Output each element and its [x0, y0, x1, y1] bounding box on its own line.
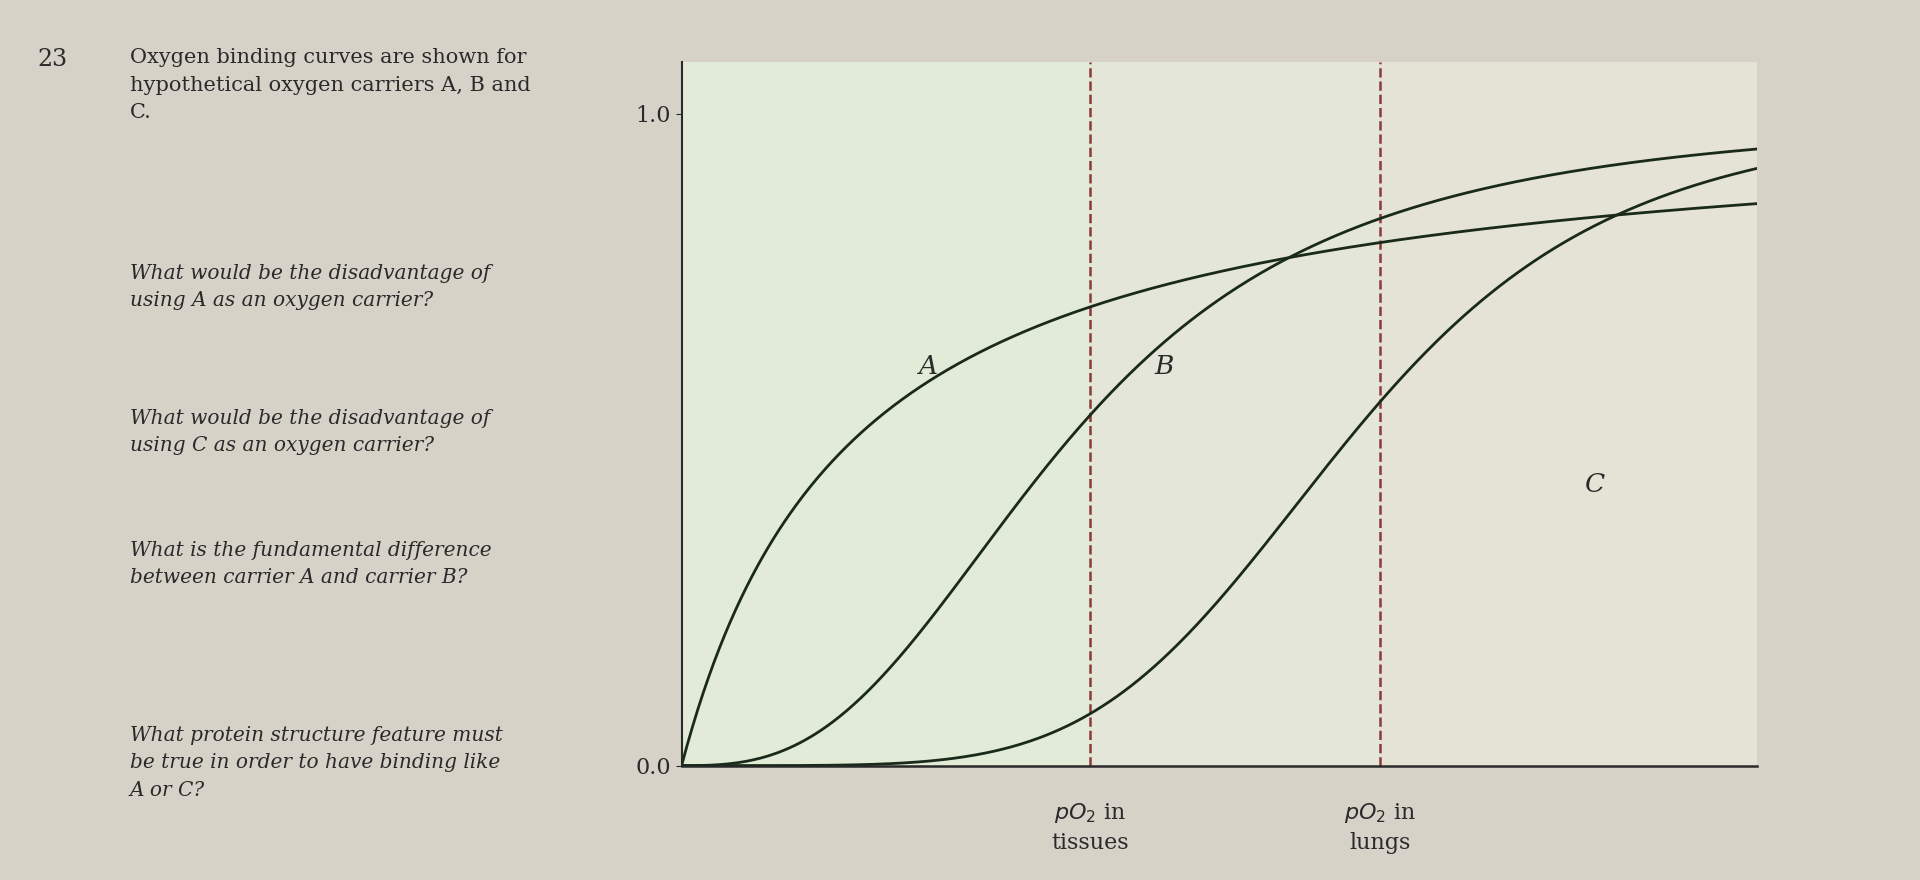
- Text: C: C: [1584, 472, 1605, 497]
- Text: What would be the disadvantage of
using A as an oxygen carrier?: What would be the disadvantage of using …: [129, 264, 490, 311]
- Text: What protein structure feature must
be true in order to have binding like
A or C: What protein structure feature must be t…: [129, 726, 503, 800]
- Text: $pO_2$ in
lungs: $pO_2$ in lungs: [1344, 801, 1417, 854]
- Text: What would be the disadvantage of
using C as an oxygen carrier?: What would be the disadvantage of using …: [129, 409, 490, 456]
- Text: $pO_2$ in
tissues: $pO_2$ in tissues: [1052, 801, 1129, 854]
- Text: Oxygen binding curves are shown for
hypothetical oxygen carriers A, B and
C.: Oxygen binding curves are shown for hypo…: [129, 48, 530, 122]
- Text: 23: 23: [38, 48, 67, 71]
- Text: A: A: [918, 355, 937, 379]
- Text: What is the fundamental difference
between carrier A and carrier B?: What is the fundamental difference betwe…: [129, 541, 492, 588]
- Bar: [1091, 48, 1380, 798]
- Bar: [1380, 48, 1757, 798]
- Text: B: B: [1154, 355, 1173, 379]
